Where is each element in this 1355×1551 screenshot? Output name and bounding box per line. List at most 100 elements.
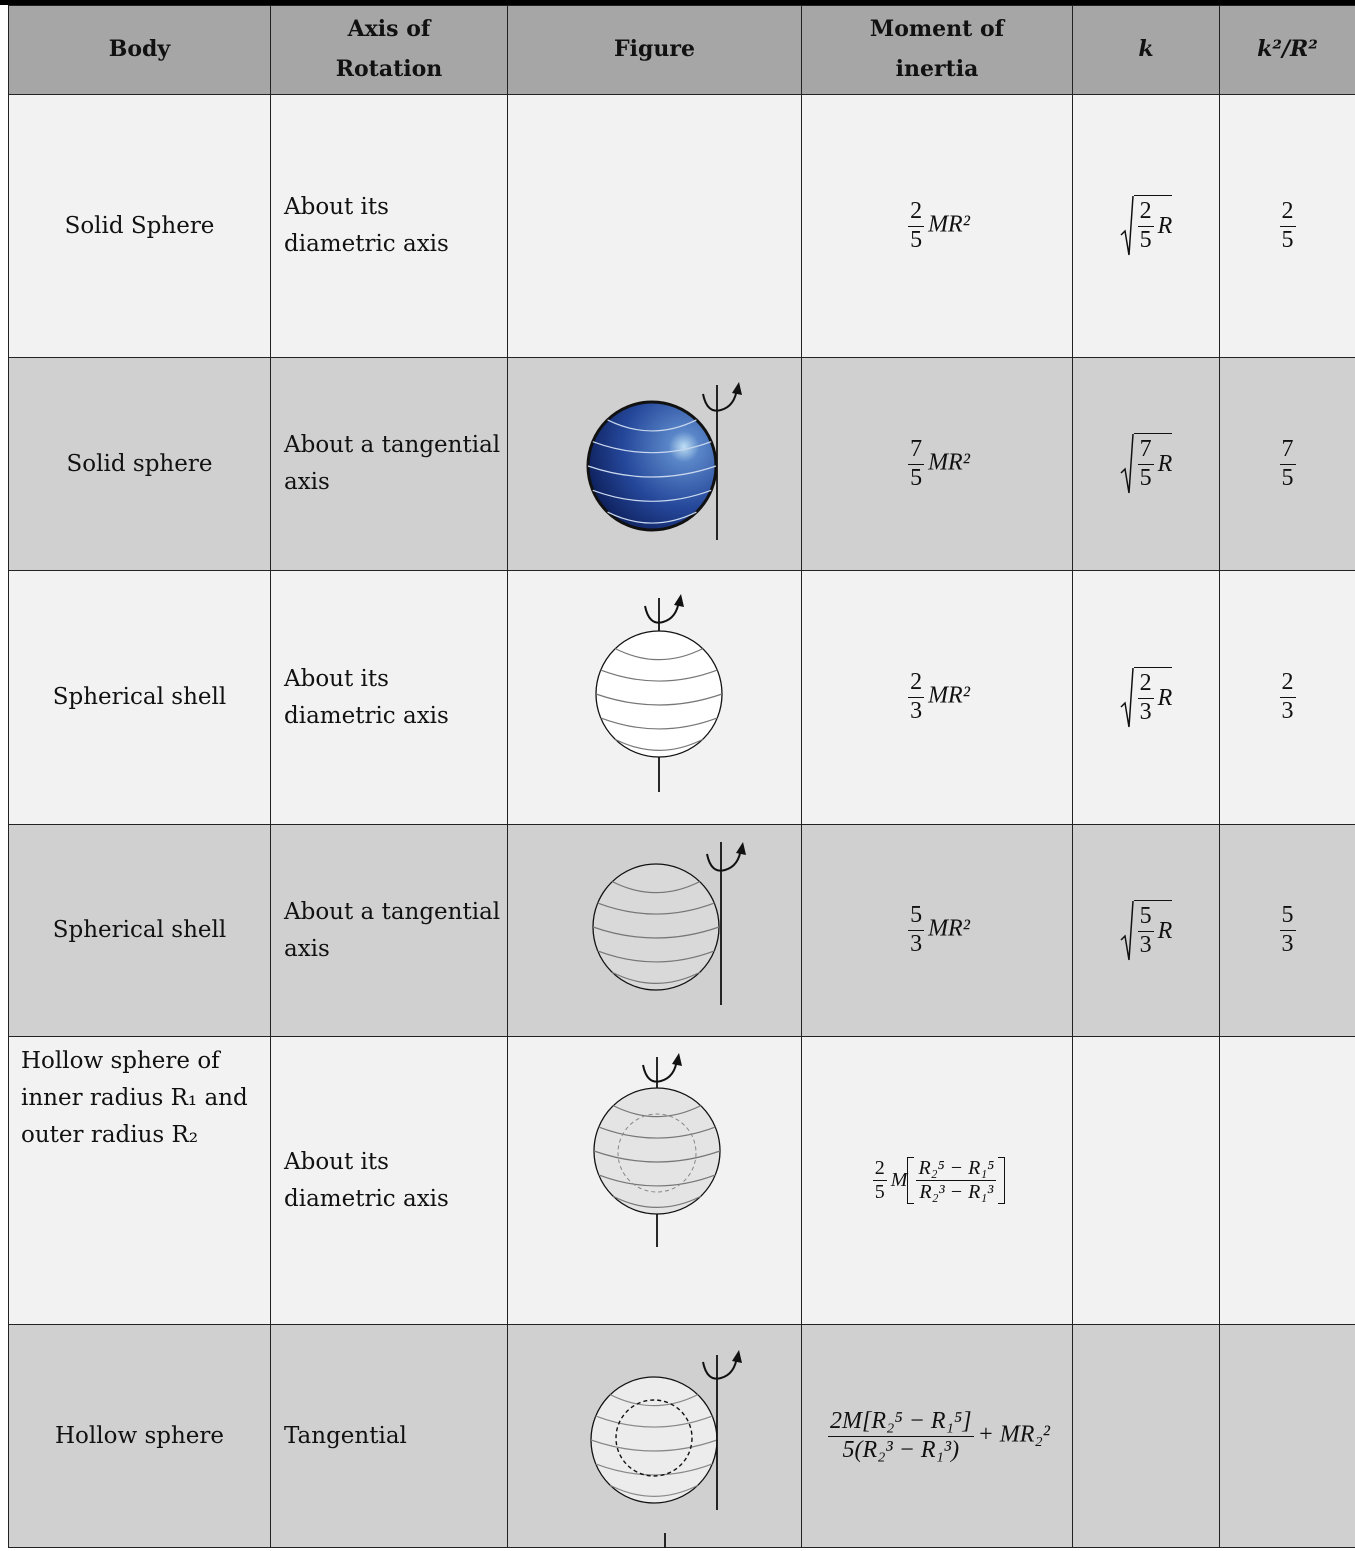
denominator: 5 — [874, 1181, 885, 1203]
term: MR² — [928, 449, 970, 476]
numerator: 2 — [1137, 670, 1154, 699]
moment-cell: 5 3 MR² — [801, 824, 1073, 1037]
denominator: 3 — [1139, 698, 1152, 725]
numerator: 2 — [908, 669, 925, 698]
radical-sign — [1120, 433, 1134, 494]
row: Spherical shell About its diametric axis 2… — [8, 570, 1355, 825]
row: Spherical shell About a tangential axis 5 3… — [8, 824, 1355, 1037]
denominator: 5 — [910, 226, 923, 253]
k-cell — [1072, 1324, 1220, 1548]
header-row: Body Axis of Rotation Figure Moment of i… — [8, 5, 1355, 95]
term: R — [1157, 684, 1173, 711]
body-cell: Solid Sphere — [8, 94, 271, 358]
term: MR² — [928, 683, 970, 710]
numerator: 7 — [908, 436, 925, 465]
axis-cell: About a tangential axis — [270, 357, 508, 571]
axis-cell: About its diametric axis — [270, 94, 508, 358]
axis-cell: About a tangential axis — [270, 824, 508, 1037]
numerator: 2M[R₂⁵ − R₁⁵] — [828, 1408, 974, 1437]
top-border — [0, 0, 1355, 5]
numerator: R₂⁵ − R₁⁵ — [916, 1157, 997, 1181]
axis-cell: Tangential — [270, 1324, 508, 1548]
body-cell: Hollow sphere of inner radius R₁ and out… — [8, 1036, 271, 1325]
row: Solid sphere About a tangential axis 7 5 MR²… — [8, 357, 1355, 571]
term: MR² — [928, 211, 970, 238]
denominator: 5 — [1281, 226, 1294, 253]
body-cell: Spherical shell — [8, 824, 271, 1037]
fraction: 2M[R₂⁵ − R₁⁵] 5(R₂³ − R₁³) — [828, 1408, 974, 1464]
inertia-table: Body Axis of Rotation Figure Moment of i… — [8, 5, 1355, 1548]
numerator: 5 — [1279, 902, 1296, 931]
term: + MR₂² — [977, 1421, 1050, 1448]
term: R — [1157, 451, 1173, 478]
numerator: 2 — [1137, 198, 1154, 227]
numerator: 5 — [908, 902, 925, 931]
axis-cell: About its diametric axis — [270, 1036, 508, 1325]
radical-sign — [1120, 195, 1134, 256]
ratio-cell — [1219, 1036, 1355, 1325]
header-cell: Moment of inertia — [801, 5, 1073, 95]
moment-cell: 2 5 MR² — [801, 94, 1073, 358]
axis-cell: About its diametric axis — [270, 570, 508, 825]
denominator: 3 — [1281, 931, 1294, 957]
row: Solid Sphere About its diametric axis 2 5 MR… — [8, 94, 1355, 358]
moment-cell: 2 5 M R₂⁵ − R₁⁵ R₂³ − R₁³ — [801, 1036, 1073, 1325]
header-cell: k²/R² — [1219, 5, 1355, 95]
ratio-cell — [1219, 1324, 1355, 1548]
header-cell: Figure — [507, 5, 802, 95]
moment-cell: 2 3 MR² — [801, 570, 1073, 825]
numerator: 2 — [908, 198, 925, 227]
body-cell: Spherical shell — [8, 570, 271, 825]
denominator: 3 — [910, 698, 923, 724]
k-cell — [1072, 1036, 1220, 1325]
numerator: 2 — [872, 1157, 887, 1181]
header-cell: k — [1072, 5, 1220, 95]
bracket: R₂⁵ − R₁⁵ R₂³ − R₁³ — [907, 1157, 1006, 1204]
denominator: 5 — [910, 464, 923, 491]
row: Hollow sphere Tangential 2M[R₂⁵ − R₁⁵] 5(R₂… — [8, 1324, 1355, 1548]
denominator: 3 — [1281, 698, 1294, 724]
figure-cell — [507, 824, 802, 1037]
numerator: 7 — [1137, 436, 1154, 465]
factor: M — [890, 1169, 908, 1192]
term: MR² — [928, 916, 970, 943]
figure-cell — [507, 94, 802, 358]
denominator: 5 — [1281, 464, 1294, 491]
radical-sign — [1120, 667, 1134, 727]
header-cell: Body — [8, 5, 271, 95]
numerator: 2 — [1279, 669, 1296, 698]
denominator: R₂³ − R₁³ — [919, 1181, 994, 1203]
moment-cell: 2M[R₂⁵ − R₁⁵] 5(R₂³ − R₁³) + MR₂² — [801, 1324, 1073, 1548]
moment-cell: 7 5 MR² — [801, 357, 1073, 571]
denominator: 5(R₂³ − R₁³) — [842, 1436, 960, 1463]
numerator: 5 — [1137, 903, 1154, 932]
figure-cell — [507, 357, 802, 571]
body-cell: Hollow sphere — [8, 1324, 271, 1548]
numerator: 2 — [1279, 198, 1296, 227]
fraction: R₂⁵ − R₁⁵ R₂³ − R₁³ — [916, 1157, 997, 1204]
body-cell: Solid sphere — [8, 357, 271, 571]
